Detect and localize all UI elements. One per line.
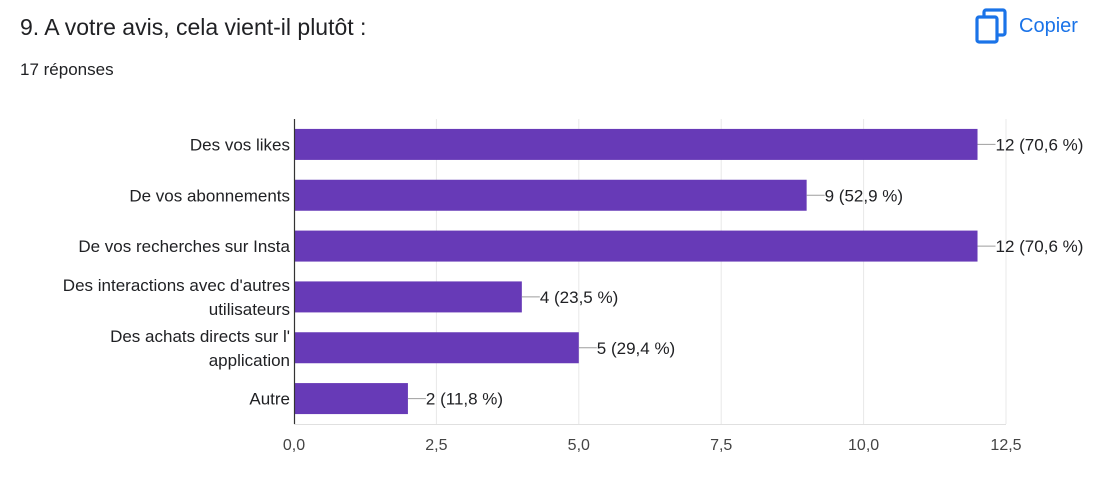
data-label: 12 (70,6 %) [996, 237, 1084, 256]
data-label: 9 (52,9 %) [825, 186, 903, 205]
data-label: 12 (70,6 %) [996, 135, 1084, 154]
x-tick-label: 2,5 [425, 437, 447, 454]
x-tick-label: 0,0 [283, 437, 305, 454]
data-label: 2 (11,8 %) [426, 390, 503, 409]
bar [294, 128, 978, 160]
data-label: 5 (29,4 %) [597, 339, 675, 358]
question-title: 9. A votre avis, cela vient-il plutôt : [20, 14, 367, 40]
data-label: 4 (23,5 %) [540, 288, 618, 307]
copy-button-label: Copier [1019, 14, 1078, 37]
x-tick-label: 7,5 [710, 437, 732, 454]
bar [294, 383, 408, 415]
bar [294, 179, 807, 211]
response-count: 17 réponses [20, 60, 114, 79]
category-label: De vos abonnements [129, 186, 290, 205]
copy-button[interactable]: Copier [975, 6, 1100, 46]
bar [294, 332, 579, 364]
category-label: Des interactions avec d'autres [63, 276, 290, 295]
copy-icon [975, 8, 1007, 44]
category-label: De vos recherches sur Insta [78, 237, 290, 256]
category-label: Autre [249, 390, 290, 409]
category-label: Des vos likes [190, 135, 290, 154]
x-tick-label: 12,5 [990, 437, 1021, 454]
x-tick-label: 5,0 [568, 437, 590, 454]
bar [294, 230, 978, 262]
category-label: utilisateurs [209, 300, 290, 319]
category-label: Des achats directs sur l' [110, 327, 290, 346]
bar [294, 281, 522, 313]
category-label: application [209, 351, 290, 370]
x-tick-label: 10,0 [848, 437, 879, 454]
